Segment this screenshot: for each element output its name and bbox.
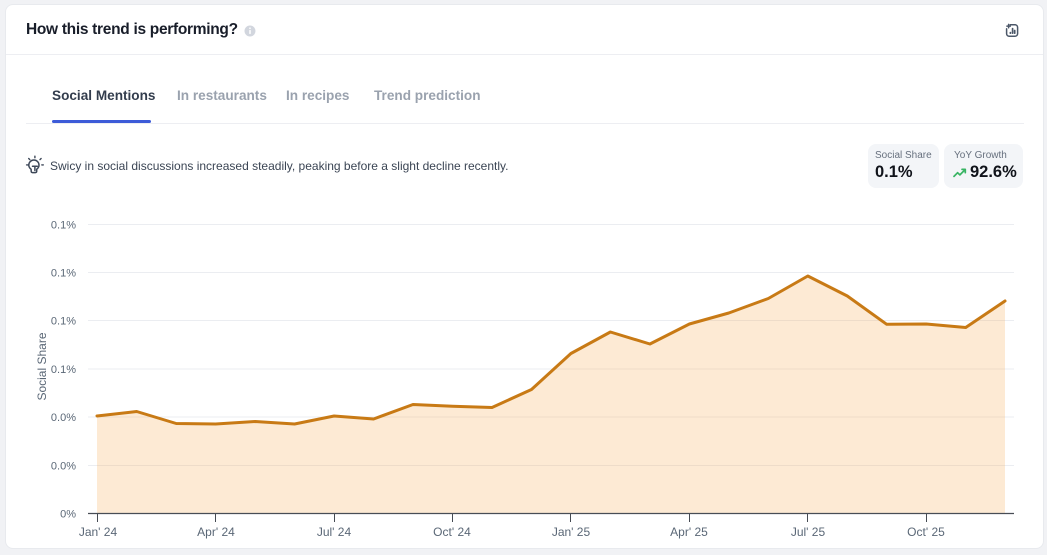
- svg-text:Oct' 25: Oct' 25: [907, 525, 945, 539]
- svg-text:0.1%: 0.1%: [51, 316, 76, 328]
- svg-text:0.0%: 0.0%: [51, 461, 76, 473]
- svg-text:0%: 0%: [60, 509, 76, 521]
- svg-text:Social Share: Social Share: [35, 332, 49, 400]
- svg-text:Jul' 25: Jul' 25: [791, 525, 826, 539]
- svg-text:Jul' 24: Jul' 24: [317, 525, 352, 539]
- svg-text:0.1%: 0.1%: [51, 220, 76, 232]
- svg-text:0.1%: 0.1%: [51, 364, 76, 376]
- svg-text:Jan' 24: Jan' 24: [79, 525, 118, 539]
- svg-text:Apr' 25: Apr' 25: [670, 525, 708, 539]
- svg-text:Oct' 24: Oct' 24: [433, 525, 471, 539]
- svg-text:0.1%: 0.1%: [51, 268, 76, 280]
- svg-text:Jan' 25: Jan' 25: [552, 525, 591, 539]
- svg-text:0.0%: 0.0%: [51, 412, 76, 424]
- svg-text:Apr' 24: Apr' 24: [197, 525, 235, 539]
